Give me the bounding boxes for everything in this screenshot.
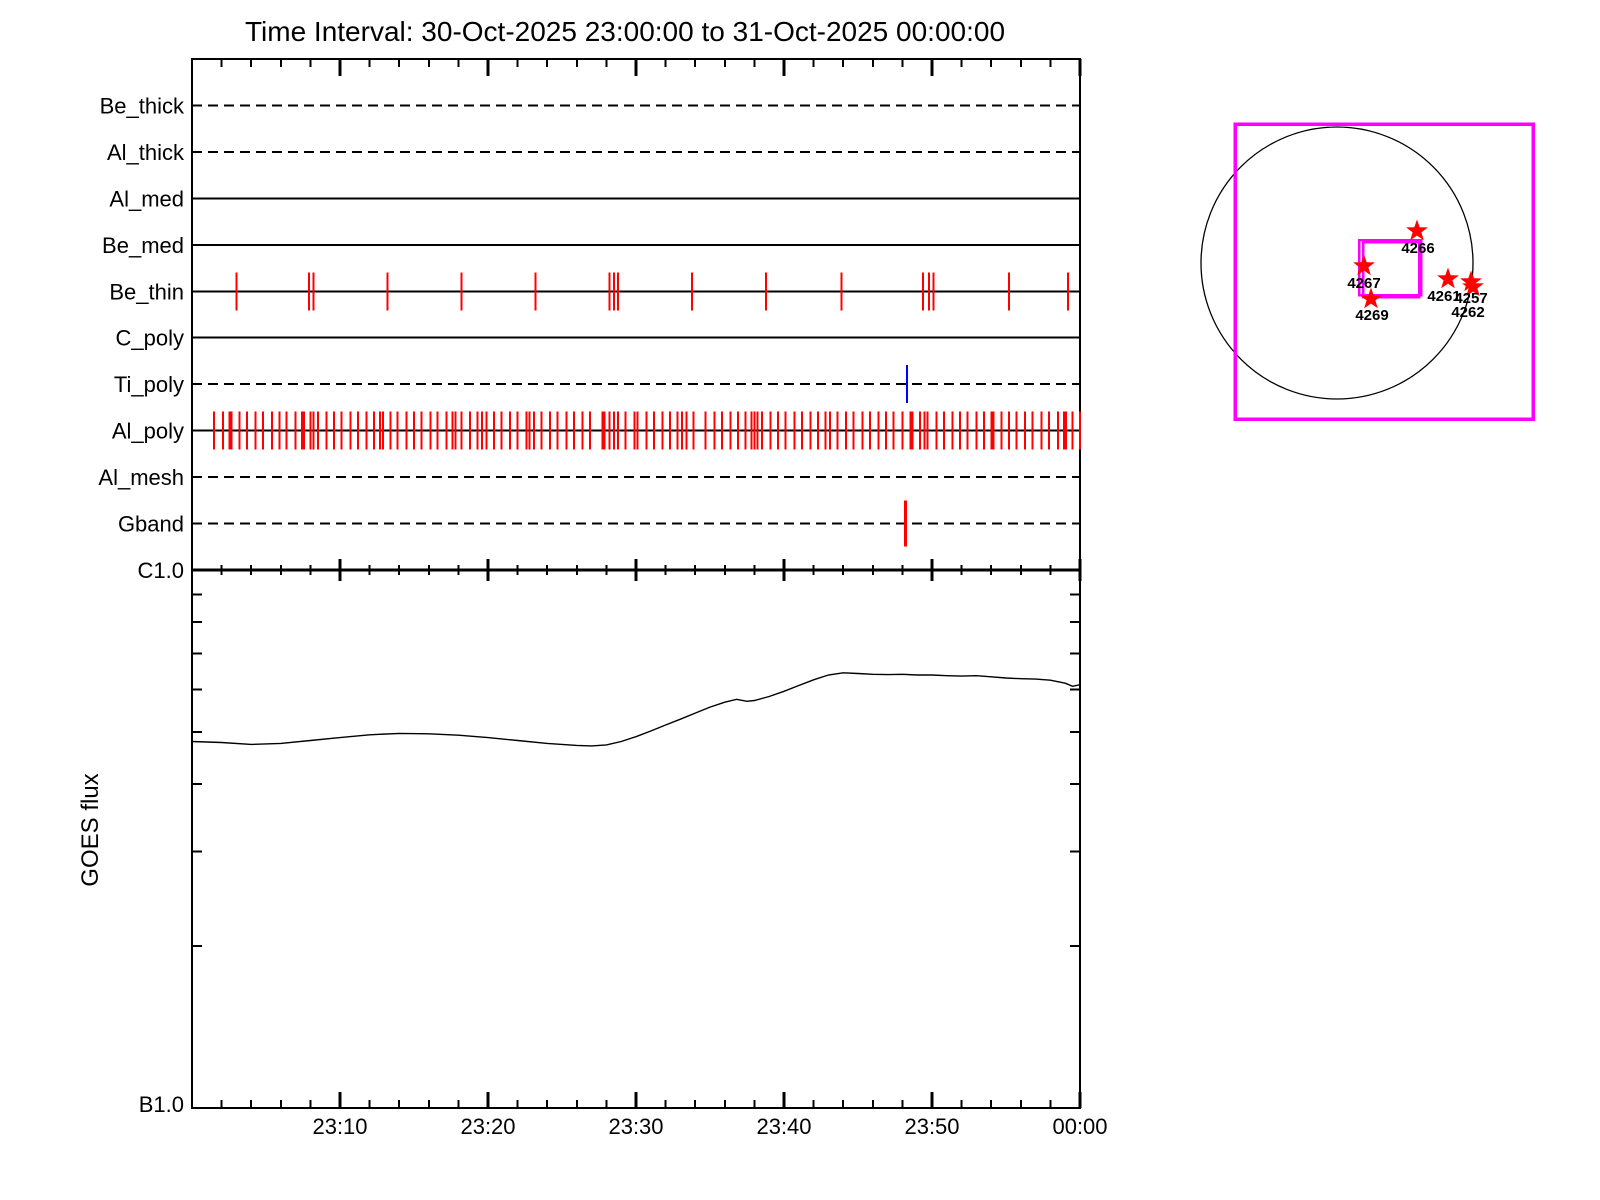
active-region-star-4262	[1462, 275, 1484, 297]
filter-row-label-Be_thin: Be_thin	[109, 279, 184, 304]
filter-row-label-Al_mesh: Al_mesh	[98, 465, 184, 490]
filter-row-label-Al_med: Al_med	[109, 186, 184, 211]
y-axis-bottom-label: B1.0	[139, 1092, 184, 1117]
filter-row-label-Gband: Gband	[118, 512, 184, 537]
active-region-label-4269: 4269	[1355, 307, 1388, 324]
filter-row-label-Ti_poly: Ti_poly	[114, 372, 184, 397]
active-region-label-4261: 4261	[1427, 288, 1460, 305]
active-region-star-4261	[1437, 267, 1459, 289]
filter-row-label-C_poly: C_poly	[116, 326, 184, 351]
filter-row-label-Be_thick: Be_thick	[100, 93, 185, 118]
filter-row-label-Al_thick: Al_thick	[107, 140, 185, 165]
active-region-star-4257	[1460, 270, 1482, 292]
solar-limb-circle	[1200, 126, 1474, 400]
xrt-fov-box-0	[1357, 238, 1423, 297]
x-tick-label-1: 23:20	[460, 1114, 515, 1139]
goes-y-axis-title: GOES flux	[77, 773, 104, 886]
x-tick-label-2: 23:30	[608, 1114, 663, 1139]
plot-title: Time Interval: 30-Oct-2025 23:00:00 to 3…	[244, 16, 1006, 47]
active-region-star-4266	[1406, 219, 1428, 241]
active-region-label-4262: 4262	[1451, 304, 1484, 321]
timeline-panel-frame	[191, 58, 1081, 571]
x-tick-label-3: 23:40	[756, 1114, 811, 1139]
active-region-star-4267	[1353, 254, 1375, 276]
y-axis-top-label: C1.0	[138, 558, 184, 583]
goes-flux-curve	[191, 672, 1081, 747]
active-region-star-4269	[1360, 287, 1382, 309]
x-tick-label-0: 23:10	[312, 1114, 367, 1139]
goes-panel-frame	[191, 569, 1081, 1109]
active-region-label-4267: 4267	[1347, 275, 1380, 292]
x-tick-label-4: 23:50	[904, 1114, 959, 1139]
x-tick-label-5: 00:00	[1052, 1114, 1107, 1139]
filter-row-label-Be_med: Be_med	[102, 233, 184, 258]
active-region-label-4266: 4266	[1401, 240, 1434, 257]
filter-row-label-Al_poly: Al_poly	[112, 419, 184, 444]
sun-map-outer-box	[1233, 122, 1535, 421]
active-region-label-4257: 4257	[1454, 290, 1487, 307]
